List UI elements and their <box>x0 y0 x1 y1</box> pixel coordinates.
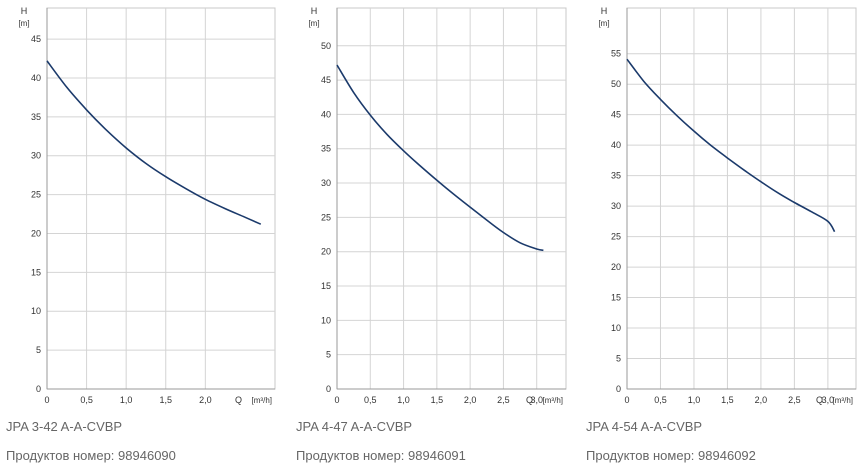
y-tick-label: 40 <box>321 109 331 119</box>
x-axis-symbol: Q <box>526 395 533 405</box>
y-tick-label: 20 <box>31 228 41 238</box>
pump-model-title[interactable]: JPA 3-42 A-A-CVBP <box>6 419 123 434</box>
y-tick-label: 10 <box>321 315 331 325</box>
x-axis-symbol: Q <box>235 395 242 405</box>
x-tick-label: 1,0 <box>397 395 410 405</box>
y-tick-label: 30 <box>321 178 331 188</box>
x-tick-label: 2,5 <box>788 395 801 405</box>
pump-curve-line <box>46 60 262 225</box>
y-axis-unit: [m] <box>598 19 609 28</box>
pump-curve-chart: 0 5 10 15 20 25 30 35 40 45 50 55 0 0,5 1,0 1,5 2,0 2,5 3,… <box>598 6 857 405</box>
x-tick-label: 1,5 <box>721 395 734 405</box>
plot-area <box>46 7 276 390</box>
x-tick-label: 1,0 <box>688 395 701 405</box>
y-tick-label: 10 <box>31 306 41 316</box>
y-tick-label: 40 <box>31 73 41 83</box>
y-tick-label: 35 <box>31 112 41 122</box>
y-tick-label: 25 <box>611 232 621 242</box>
y-tick-label: 20 <box>611 262 621 272</box>
pump-curve-panel: 0 5 10 15 20 25 30 35 40 45 0 0,5 1,0 1,5 2,0 H [m] Q [m³/… <box>0 0 280 467</box>
y-tick-label: 0 <box>616 384 621 394</box>
y-tick-label: 35 <box>321 144 331 154</box>
y-tick-label: 55 <box>611 49 621 59</box>
pump-curve-panel: 0 5 10 15 20 25 30 35 40 45 50 55 0 0,5 1,0 1,5 2,0 2,5 3,… <box>580 0 860 467</box>
x-tick-label: 3,0 <box>822 395 835 405</box>
y-tick-label: 5 <box>36 345 41 355</box>
x-axis-unit: [m³/h] <box>833 396 853 405</box>
x-tick-label: 0 <box>334 395 339 405</box>
x-axis-unit: [m³/h] <box>543 396 563 405</box>
y-tick-label: 15 <box>321 281 331 291</box>
product-number-line: Продуктов номер: 98946091 <box>296 448 466 463</box>
product-number-label: Продуктов номер: <box>6 448 115 463</box>
y-tick-label: 15 <box>611 293 621 303</box>
x-tick-label: 2,0 <box>755 395 768 405</box>
y-tick-label: 10 <box>611 323 621 333</box>
y-axis-unit: [m] <box>308 19 319 28</box>
x-tick-label: 2,0 <box>464 395 477 405</box>
x-axis-symbol: Q <box>816 395 823 405</box>
y-axis-symbol: H <box>601 6 608 16</box>
pump-model-title[interactable]: JPA 4-54 A-A-CVBP <box>586 419 703 434</box>
y-tick-label: 50 <box>321 41 331 51</box>
plot-area <box>336 7 567 390</box>
y-tick-label: 5 <box>616 354 621 364</box>
product-number-label: Продуктов номер: <box>296 448 405 463</box>
product-number-value: 98946092 <box>698 448 756 463</box>
y-tick-label: 25 <box>321 212 331 222</box>
y-tick-label: 0 <box>36 384 41 394</box>
pump-curve-chart: 0 5 10 15 20 25 30 35 40 45 0 0,5 1,0 1,5 2,0 H [m] Q [m³/… <box>18 6 276 405</box>
x-tick-label: 1,0 <box>120 395 133 405</box>
y-axis-unit: [m] <box>18 19 29 28</box>
pump-curve-line <box>336 64 544 252</box>
y-tick-label: 15 <box>31 267 41 277</box>
y-tick-label: 25 <box>31 190 41 200</box>
product-number-line: Продуктов номер: 98946092 <box>586 448 756 463</box>
x-axis-unit: [m³/h] <box>252 396 272 405</box>
x-tick-label: 2,0 <box>199 395 212 405</box>
y-tick-label: 30 <box>31 151 41 161</box>
x-tick-label: 0 <box>44 395 49 405</box>
y-tick-label: 40 <box>611 140 621 150</box>
y-tick-label: 20 <box>321 247 331 257</box>
y-tick-label: 45 <box>31 34 41 44</box>
product-number-line: Продуктов номер: 98946090 <box>6 448 176 463</box>
x-tick-label: 0 <box>624 395 629 405</box>
y-tick-label: 35 <box>611 171 621 181</box>
y-tick-label: 5 <box>326 350 331 360</box>
x-tick-label: 1,5 <box>431 395 444 405</box>
plot-area <box>626 7 857 390</box>
pump-curve-panel: 0 5 10 15 20 25 30 35 40 45 50 0 0,5 1,0 1,5 2,0 2,5 3,0 H… <box>290 0 570 467</box>
product-number-value: 98946090 <box>118 448 176 463</box>
y-tick-label: 0 <box>326 384 331 394</box>
x-tick-label: 3,0 <box>530 395 543 405</box>
y-tick-label: 30 <box>611 201 621 211</box>
product-number-value: 98946091 <box>408 448 466 463</box>
x-tick-label: 2,5 <box>497 395 510 405</box>
product-number-label: Продуктов номер: <box>586 448 695 463</box>
y-tick-label: 50 <box>611 79 621 89</box>
pump-curve-line <box>626 58 836 233</box>
y-tick-label: 45 <box>611 110 621 120</box>
pump-model-title[interactable]: JPA 4-47 A-A-CVBP <box>296 419 413 434</box>
x-tick-label: 0,5 <box>654 395 667 405</box>
pump-curve-chart: 0 5 10 15 20 25 30 35 40 45 50 0 0,5 1,0 1,5 2,0 2,5 3,0 H… <box>308 6 567 405</box>
y-axis-symbol: H <box>311 6 318 16</box>
x-tick-label: 1,5 <box>159 395 172 405</box>
x-tick-label: 0,5 <box>80 395 93 405</box>
x-tick-label: 0,5 <box>364 395 377 405</box>
y-tick-label: 45 <box>321 75 331 85</box>
y-axis-symbol: H <box>21 6 28 16</box>
